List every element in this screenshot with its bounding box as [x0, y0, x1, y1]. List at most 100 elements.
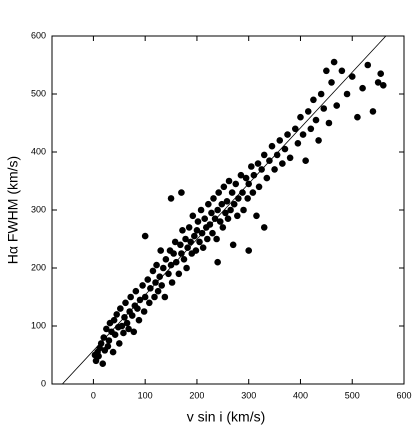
data-point: [197, 206, 205, 214]
data-point: [109, 348, 117, 356]
data-point: [230, 200, 238, 208]
data-point: [377, 70, 385, 77]
data-point: [222, 209, 229, 217]
data-point: [99, 360, 107, 368]
y-tick-label: 400: [31, 146, 46, 156]
data-point: [330, 58, 338, 66]
data-point: [219, 224, 227, 231]
data-point: [154, 287, 162, 295]
data-point: [103, 325, 110, 333]
data-point: [209, 229, 216, 237]
data-point: [178, 189, 185, 196]
data-point: [225, 177, 233, 185]
y-tick-label: 200: [31, 262, 46, 272]
data-point: [307, 125, 315, 133]
data-point: [232, 180, 240, 188]
data-point: [235, 195, 242, 202]
data-point: [228, 189, 236, 196]
data-point: [215, 189, 222, 196]
data-point: [153, 261, 160, 269]
data-point: [171, 238, 179, 246]
data-point: [291, 125, 299, 133]
data-point: [179, 227, 186, 234]
data-point: [374, 79, 382, 86]
data-point: [125, 325, 132, 333]
data-point: [297, 113, 304, 121]
data-point: [304, 108, 312, 115]
data-point: [247, 163, 255, 170]
data-point: [122, 299, 129, 307]
data-point: [244, 195, 251, 202]
data-point: [152, 279, 159, 286]
data-point: [118, 322, 126, 330]
data-point: [139, 282, 146, 289]
data-point: [211, 215, 219, 222]
data-point: [213, 235, 220, 243]
data-point: [140, 308, 148, 315]
data-point: [161, 293, 169, 301]
data-point: [182, 235, 189, 243]
data-point: [132, 287, 140, 295]
data-point: [134, 305, 141, 312]
data-point: [343, 90, 351, 98]
data-point: [175, 270, 183, 278]
data-point: [338, 67, 346, 75]
data-point: [312, 116, 320, 124]
data-point: [214, 206, 221, 214]
data-point: [379, 82, 387, 89]
data-point: [144, 276, 152, 283]
data-point: [302, 157, 309, 164]
x-tick-label: 400: [293, 390, 308, 400]
data-point: [128, 312, 136, 319]
data-point: [193, 227, 201, 234]
data-point: [348, 73, 356, 80]
data-point: [268, 142, 276, 150]
data-point: [167, 195, 175, 202]
data-point: [359, 84, 366, 92]
data-point: [191, 232, 198, 240]
data-point: [156, 273, 163, 281]
data-point: [242, 174, 250, 182]
data-point: [260, 224, 268, 231]
data-point: [250, 171, 258, 179]
data-point: [113, 311, 121, 318]
data-point: [192, 247, 200, 254]
data-point: [208, 209, 215, 217]
data-point: [258, 166, 265, 173]
data-point: [271, 166, 278, 173]
data-point: [234, 212, 241, 220]
data-point: [185, 224, 193, 231]
data-point: [260, 151, 268, 159]
data-point: [240, 206, 247, 214]
data-point: [147, 285, 154, 292]
data-point: [105, 337, 113, 344]
data-point: [136, 296, 144, 304]
data-point: [172, 258, 180, 266]
y-tick-label: 500: [31, 88, 46, 98]
data-point: [123, 319, 131, 327]
data-point: [281, 145, 289, 153]
x-tick-label: 300: [241, 390, 256, 400]
data-point: [206, 221, 214, 228]
data-point: [294, 140, 302, 147]
data-point: [263, 174, 271, 182]
data-point: [210, 195, 217, 202]
data-point: [127, 293, 134, 301]
data-point: [220, 183, 228, 191]
data-point: [354, 113, 361, 121]
data-point: [310, 96, 317, 104]
data-point: [317, 90, 325, 98]
data-point: [224, 215, 232, 222]
data-point: [245, 247, 253, 254]
data-point: [249, 189, 257, 196]
data-point: [184, 244, 191, 251]
data-point: [194, 218, 202, 225]
data-point: [218, 200, 226, 208]
data-point: [135, 316, 143, 324]
data-point: [178, 250, 185, 257]
data-point: [237, 171, 245, 179]
data-point: [229, 241, 237, 249]
x-tick-label: 200: [189, 390, 204, 400]
data-point: [97, 340, 105, 347]
